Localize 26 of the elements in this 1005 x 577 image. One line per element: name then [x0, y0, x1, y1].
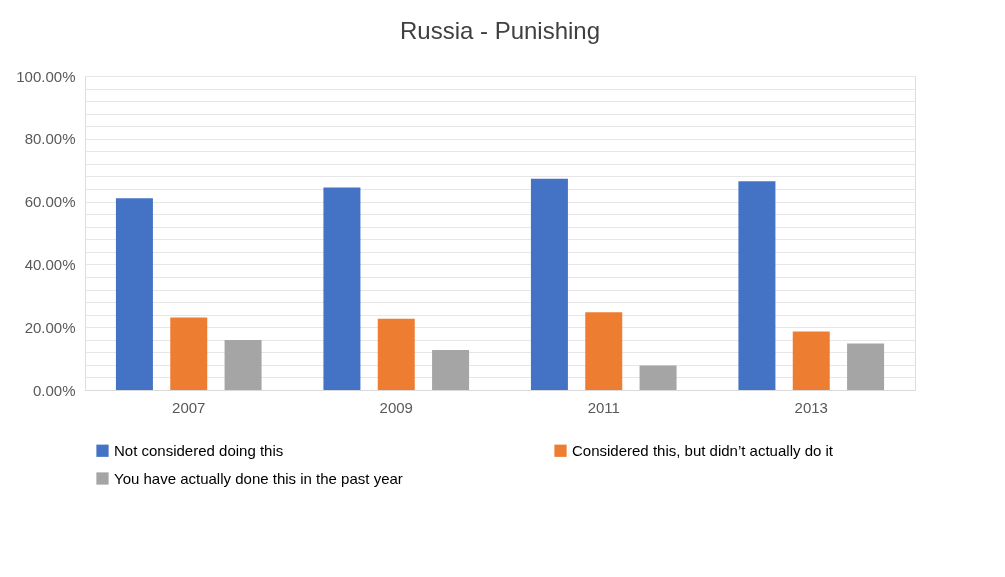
bar: [224, 340, 262, 390]
y-tick-label: 20.00%: [24, 318, 76, 336]
bar: [792, 331, 830, 390]
x-tick-label: 2013: [794, 398, 828, 416]
bar: [585, 312, 623, 390]
bar: [170, 317, 208, 390]
bar: [377, 318, 415, 390]
y-tick-label: 40.00%: [24, 255, 76, 273]
bar: [530, 178, 568, 390]
x-tick-label: 2009: [379, 398, 413, 416]
y-tick-label: 80.00%: [24, 130, 76, 148]
x-tick-label: 2007: [172, 398, 206, 416]
legend-label: You have actually done this in the past year: [114, 469, 403, 487]
bar: [847, 343, 885, 390]
y-tick-label: 100.00%: [16, 67, 76, 85]
y-tick-label: 0.00%: [32, 381, 76, 399]
chart-title: Russia - Punishing: [399, 17, 601, 44]
bar: [738, 181, 776, 390]
x-tick-label: 2011: [587, 398, 620, 416]
legend-label: Considered this, but didn’t actually do it: [572, 441, 834, 459]
bar: [432, 350, 470, 390]
bar: [323, 187, 361, 390]
bar: [115, 198, 153, 390]
bar: [639, 365, 677, 390]
y-tick-label: 60.00%: [24, 193, 76, 211]
legend-label: Not considered doing this: [114, 441, 284, 459]
